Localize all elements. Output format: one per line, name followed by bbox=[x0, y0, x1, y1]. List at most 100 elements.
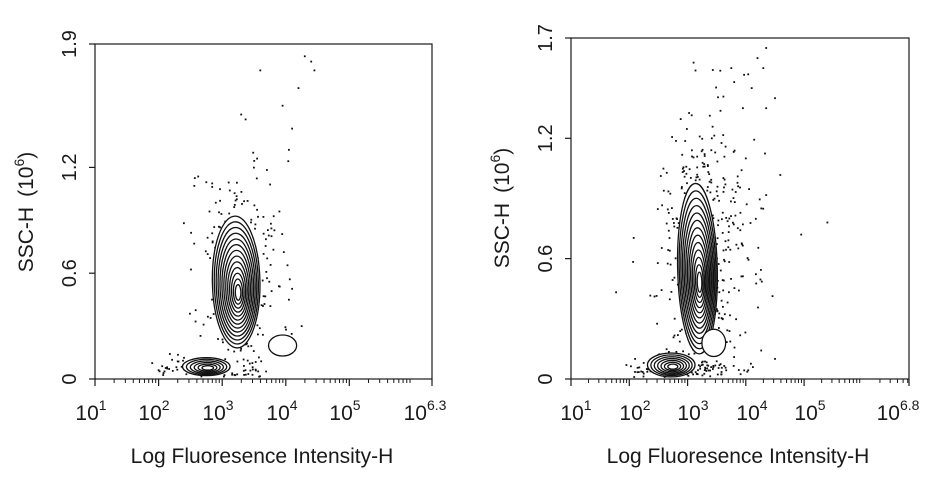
event-dot bbox=[630, 365, 632, 368]
event-dot bbox=[251, 368, 254, 371]
event-dot bbox=[720, 366, 723, 369]
event-dot bbox=[684, 140, 687, 142]
event-dot bbox=[256, 208, 258, 211]
contour-line bbox=[219, 238, 255, 333]
y-tick-label: 0 bbox=[59, 373, 81, 384]
event-dot bbox=[701, 161, 704, 164]
event-dot bbox=[678, 340, 681, 343]
event-dot bbox=[272, 248, 275, 251]
y-tick-label: 1.9 bbox=[59, 30, 81, 58]
event-dot bbox=[710, 366, 713, 368]
x-minor-ticks bbox=[588, 379, 909, 383]
event-dot bbox=[218, 211, 220, 214]
event-dot bbox=[235, 195, 238, 198]
event-dot bbox=[221, 338, 224, 341]
plot-area-frame bbox=[570, 37, 910, 380]
event-dot bbox=[680, 187, 683, 190]
event-dot bbox=[231, 373, 233, 376]
event-dot bbox=[248, 362, 251, 365]
event-dot bbox=[696, 155, 699, 158]
event-dot bbox=[757, 246, 760, 249]
event-dot bbox=[222, 341, 224, 344]
event-dot bbox=[220, 213, 223, 215]
event-dot bbox=[656, 208, 659, 210]
event-dot bbox=[727, 239, 730, 242]
event-dot bbox=[732, 221, 734, 224]
event-dot bbox=[730, 67, 733, 69]
event-dot bbox=[300, 325, 303, 327]
plot-area-frame bbox=[94, 43, 433, 380]
event-dot bbox=[698, 178, 701, 181]
contour-line bbox=[211, 215, 261, 349]
event-dot bbox=[749, 222, 752, 224]
event-dot bbox=[269, 264, 272, 266]
contour-line bbox=[193, 361, 221, 373]
event-dot bbox=[673, 317, 676, 320]
event-dot bbox=[732, 197, 735, 199]
event-dot bbox=[737, 247, 740, 250]
event-dot bbox=[694, 179, 697, 182]
x-axis-label: Log Fluoresence Intensity-H bbox=[131, 445, 394, 468]
event-dot bbox=[725, 248, 727, 251]
y-axis-ticks bbox=[89, 43, 95, 380]
event-dot bbox=[696, 176, 699, 178]
event-dot bbox=[169, 353, 171, 355]
event-dot bbox=[260, 360, 263, 363]
event-dot bbox=[722, 191, 725, 193]
event-dot bbox=[671, 218, 674, 220]
event-dot bbox=[262, 253, 265, 255]
event-dot bbox=[699, 365, 701, 368]
event-dot bbox=[242, 358, 245, 361]
event-dot bbox=[224, 358, 227, 361]
event-dot bbox=[270, 227, 273, 230]
event-dot bbox=[716, 373, 719, 376]
event-dot bbox=[217, 338, 219, 340]
event-dot bbox=[722, 95, 725, 98]
event-dot bbox=[227, 348, 230, 351]
event-dot bbox=[703, 153, 706, 155]
event-dot bbox=[273, 229, 276, 232]
contour-line bbox=[678, 190, 717, 350]
event-dot bbox=[204, 250, 207, 253]
event-dot bbox=[649, 294, 652, 297]
event-dot bbox=[686, 182, 688, 185]
event-dot bbox=[175, 366, 178, 369]
event-dot bbox=[161, 365, 164, 368]
event-dot bbox=[166, 366, 168, 369]
contour-line bbox=[688, 234, 709, 319]
event-dot bbox=[287, 160, 290, 163]
contour-line bbox=[185, 358, 228, 376]
event-dot bbox=[242, 369, 245, 372]
event-dot bbox=[259, 69, 262, 72]
event-dot bbox=[694, 371, 697, 373]
event-dot bbox=[256, 324, 259, 327]
event-dot bbox=[736, 227, 739, 230]
event-dot bbox=[259, 375, 261, 378]
event-dot bbox=[303, 55, 306, 58]
contour-line bbox=[656, 357, 688, 374]
event-dot bbox=[685, 172, 688, 175]
event-dot bbox=[250, 345, 253, 347]
event-dot bbox=[642, 372, 645, 375]
y-tick-label: 1.7 bbox=[535, 24, 557, 52]
event-dot bbox=[642, 375, 645, 378]
event-dot bbox=[313, 69, 316, 72]
contour-line bbox=[667, 363, 679, 370]
event-dot bbox=[646, 370, 649, 373]
event-dot bbox=[267, 234, 270, 237]
x-axis-ticks bbox=[570, 379, 910, 386]
event-dot bbox=[711, 125, 714, 128]
event-dot bbox=[219, 188, 221, 191]
contour-fill bbox=[701, 329, 726, 357]
event-dot bbox=[739, 186, 741, 189]
event-dot bbox=[724, 366, 727, 369]
contour-line bbox=[693, 256, 706, 304]
event-dot bbox=[725, 341, 728, 343]
event-dot bbox=[703, 369, 706, 371]
event-dot bbox=[691, 155, 693, 158]
event-dot bbox=[251, 373, 254, 376]
event-dot bbox=[679, 330, 682, 332]
event-dot bbox=[765, 107, 768, 110]
event-dot bbox=[774, 358, 776, 360]
event-dot bbox=[615, 291, 617, 294]
